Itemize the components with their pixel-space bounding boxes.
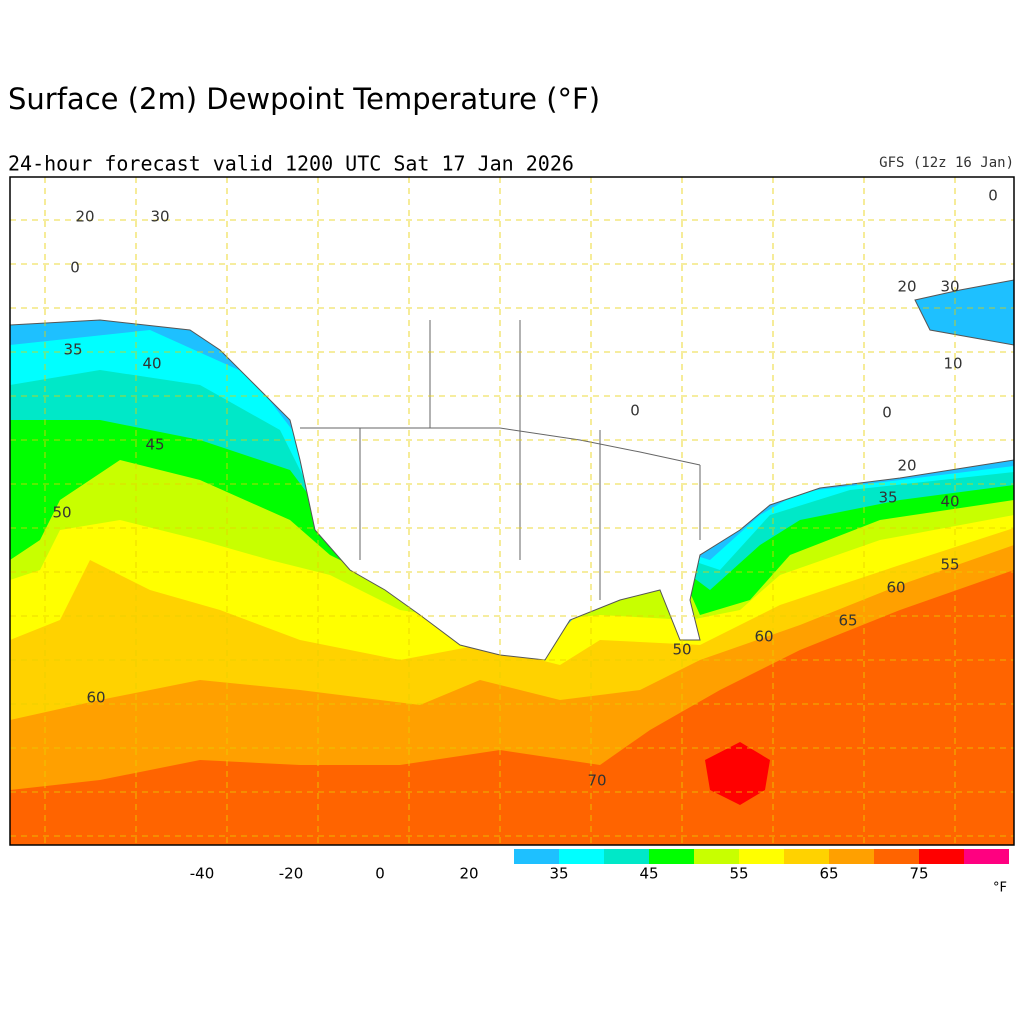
contour-label: 70 (587, 772, 606, 790)
atlantic-moisture (910, 292, 1014, 332)
contour-label: 55 (940, 556, 959, 574)
contour-label: 30 (940, 278, 959, 296)
contour-label: 40 (940, 493, 959, 511)
contour-label: 60 (886, 579, 905, 597)
contour-label: 0 (882, 404, 892, 422)
colorbar-label: 35 (549, 865, 568, 883)
subtitle: 24-hour forecast valid 1200 UTC Sat 17 J… (8, 152, 574, 176)
contour-label: 0 (70, 259, 80, 277)
colorbar-swatch (604, 849, 649, 864)
contour-label: 35 (878, 489, 897, 507)
contour-label: 65 (838, 612, 857, 630)
contour-label: 0 (988, 187, 998, 205)
contour-label: 60 (754, 628, 773, 646)
colorbar-label: -20 (279, 865, 304, 883)
contour-label: 60 (86, 689, 105, 707)
colorbar-label: 0 (375, 865, 385, 883)
colorbar-label: 20 (459, 865, 478, 883)
colorbar-swatch (649, 849, 694, 864)
colorbar-label: 45 (639, 865, 658, 883)
land (10, 177, 1014, 661)
colorbar-swatch (739, 849, 784, 864)
contour-label: 35 (63, 341, 82, 359)
contour-label: 50 (52, 504, 71, 522)
contour-label: 40 (142, 355, 161, 373)
colorbar-swatch (874, 849, 919, 864)
graticule (10, 177, 1014, 845)
colorbar-swatch (829, 849, 874, 864)
colorbar-swatch (964, 849, 1009, 864)
contour-label: 0 (630, 402, 640, 420)
hot-spot (705, 742, 770, 805)
contour-label: 20 (897, 278, 916, 296)
colorbar-label: 65 (819, 865, 838, 883)
map-frame (9, 176, 1015, 846)
colorbar-swatch (694, 849, 739, 864)
model-label: GFS (12z 16 Jan) (879, 155, 1014, 171)
contour-label: 50 (672, 641, 691, 659)
contour-label: 10 (943, 355, 962, 373)
colorbar-label: 75 (909, 865, 928, 883)
colorbar-swatch (784, 849, 829, 864)
contour-label: 45 (145, 436, 164, 454)
contour-label: 20 (75, 208, 94, 226)
colorbar-swatch (559, 849, 604, 864)
colorbar-swatch (514, 849, 559, 864)
contour-label: 30 (150, 208, 169, 226)
colorbar-unit: °F (993, 881, 1007, 896)
colorbar-label: 55 (729, 865, 748, 883)
colorbar-label: -40 (190, 865, 215, 883)
colorbar-swatch (919, 849, 964, 864)
colorbar: -40 -20 0 20 35 45 55 65 75 (190, 849, 1009, 883)
contour-label: 20 (897, 457, 916, 475)
title: Surface (2m) Dewpoint Temperature (°F) (8, 82, 600, 116)
